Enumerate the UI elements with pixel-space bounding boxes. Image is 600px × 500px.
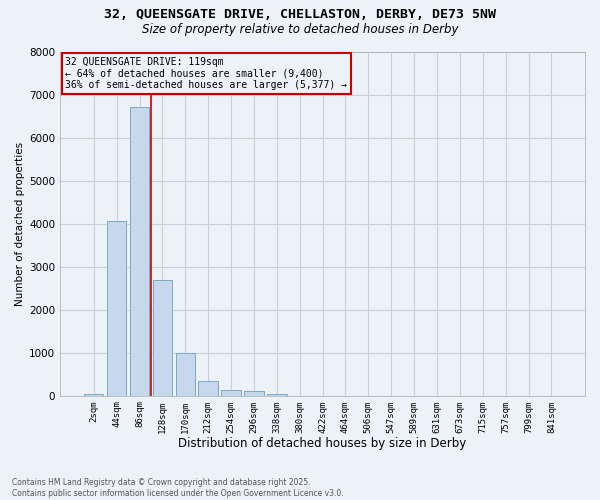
X-axis label: Distribution of detached houses by size in Derby: Distribution of detached houses by size …: [178, 437, 467, 450]
Bar: [267, 394, 287, 396]
Bar: [107, 222, 127, 396]
Text: 32, QUEENSGATE DRIVE, CHELLASTON, DERBY, DE73 5NW: 32, QUEENSGATE DRIVE, CHELLASTON, DERBY,…: [104, 8, 496, 20]
Bar: [84, 394, 103, 396]
Text: Size of property relative to detached houses in Derby: Size of property relative to detached ho…: [142, 22, 458, 36]
Y-axis label: Number of detached properties: Number of detached properties: [15, 142, 25, 306]
Bar: [176, 352, 195, 396]
Text: Contains HM Land Registry data © Crown copyright and database right 2025.
Contai: Contains HM Land Registry data © Crown c…: [12, 478, 344, 498]
Text: 32 QUEENSGATE DRIVE: 119sqm
← 64% of detached houses are smaller (9,400)
36% of : 32 QUEENSGATE DRIVE: 119sqm ← 64% of det…: [65, 56, 347, 90]
Bar: [152, 280, 172, 396]
Bar: [244, 392, 263, 396]
Bar: [199, 380, 218, 396]
Bar: [130, 108, 149, 396]
Bar: [221, 390, 241, 396]
